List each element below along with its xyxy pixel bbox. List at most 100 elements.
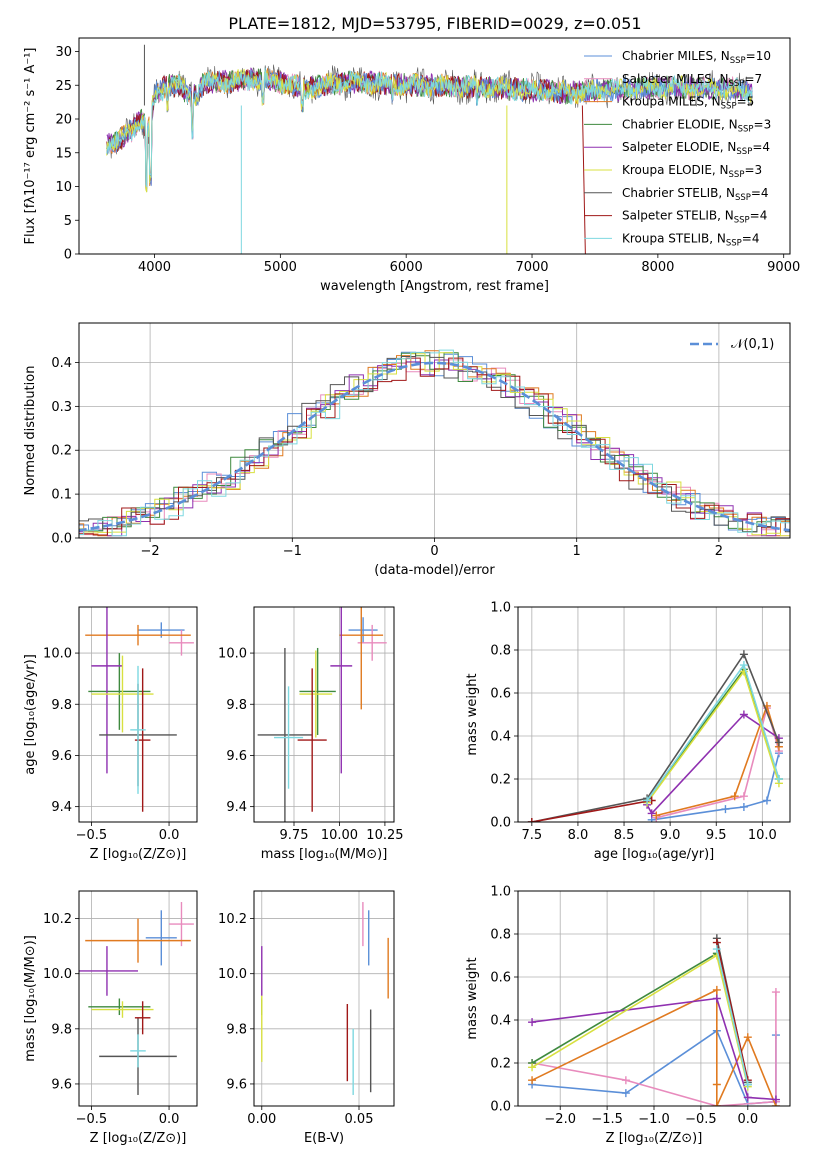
weight_vs_Z-xtick-label-1: −1.5 [591,1112,623,1127]
age_vs_mass-xtick-label-1: 10.00 [321,828,358,843]
weight_vs_age-marker-chabrier_stelib-3 [774,738,783,747]
age_vs_Z-xtick-label-1: 0.0 [159,828,180,843]
age_vs_mass-xtick-label-0: 9.75 [280,828,309,843]
weight_vs_Z-marker-kroupa_miles-4 [743,1033,752,1042]
residuals-xtick-label-2: 0 [430,544,438,559]
weight_vs_Z-marker-kroupa_miles-3 [712,1102,721,1106]
weight_vs_Z-ytick-label-2: 0.4 [490,1014,511,1029]
residuals-ytick-label-3: 0.3 [51,400,72,415]
mass_vs_ebv-xtick-label-1: 0.05 [345,1112,374,1127]
mass_vs_Z-ytick-label-0: 9.6 [51,1077,72,1092]
mass_vs_Z-ylabel: mass [log₁₀(M/M⊙)] [23,935,38,1062]
spectrum-ytick-label-0: 0 [64,248,72,263]
spectrum-ytick-label-1: 5 [64,214,72,229]
age_vs_Z-plot-area [79,607,197,822]
age_vs_Z-xtick-label-0: −0.5 [76,828,108,843]
weight_vs_age-marker-salpeter_elodie-1 [647,809,656,818]
spectrum-xtick-label-3: 7000 [515,260,548,275]
weight_vs_age-ytick-label-4: 0.8 [490,644,511,659]
weight_vs_age-ytick-label-2: 0.4 [490,730,511,745]
weight_vs_Z-marker-chabrier_miles-1 [621,1089,630,1098]
residual-gaussian-reference [79,361,790,532]
legend-label-kroupa_stelib: Kroupa STELIB, NSSP=4 [622,231,760,248]
weight_vs_age-marker-kroupa_stelib-2 [774,775,783,783]
weight_vs_Z-ytick-label-4: 0.8 [490,928,511,943]
weight_vs_Z-xtick-label-2: −1.0 [638,1112,670,1127]
spectrum-ytick-label-6: 30 [55,45,72,60]
spectrum-xlabel: wavelength [Angstrom, rest frame] [320,279,549,294]
spectrum-frame [78,37,791,255]
weight_vs_Z-marker-kroupa_miles-0 [528,1076,537,1085]
weight_vs_Z-ytick-label-3: 0.6 [490,971,511,986]
weight_vs_Z-marker-kroupa_elodie-0 [528,1063,537,1072]
weight_vs_age-marker-chabrier_stelib-2 [739,650,748,659]
weight_vs_Z-marker-salpeter_elodie-3 [771,1095,780,1104]
age_vs_Z-ytick-label-3: 10.0 [43,647,72,662]
weight_vs_age-marker-chabrier_miles-3 [762,796,771,805]
spectrum-line-kroupa_stelib [106,67,753,188]
legend-label-kroupa_elodie: Kroupa ELODIE, NSSP=3 [622,163,762,180]
weight_vs_Z-line-salpeter_miles [531,992,777,1106]
mass_vs_Z-frame [78,890,198,1107]
age_vs_Z-ytick-label-1: 9.6 [51,749,72,764]
weight_vs_Z-xtick-label-4: 0.0 [737,1112,758,1127]
age_vs_Z-frame [78,606,198,823]
residuals-ytick-label-1: 0.1 [51,488,72,503]
weight_vs_Z-line-salpeter_stelib [716,942,749,1081]
residuals-xlabel: (data-model)/error [374,563,495,578]
weight_vs_Z-marker-salpeter_miles-4 [771,988,780,997]
spectrum-spike-3 [581,105,586,254]
weight_vs_age-marker-kroupa_miles-1 [730,792,739,801]
spectrum-ytick-label-5: 25 [55,79,72,94]
weight_vs_Z-marker-kroupa_miles-2 [712,1080,721,1089]
age_vs_mass-frame [253,606,395,823]
age_vs_mass-plot-area [254,607,394,822]
legend-label-chabrier_elodie: Chabrier ELODIE, NSSP=3 [622,117,771,134]
weight_vs_age-xlabel: age [log₁₀(age/yr)] [594,847,715,862]
legend-label-salpeter_elodie: Salpeter ELODIE, NSSP=4 [622,140,770,157]
legend-label-salpeter_miles: Salpeter MILES, NSSP=7 [622,72,762,89]
mass_vs_Z-xtick-label-0: −0.5 [76,1112,108,1127]
weight_vs_Z-marker-kroupa_miles-1 [712,985,721,994]
weight_vs_Z-line-kroupa_miles [531,989,777,1106]
weight_vs_Z-xtick-label-0: −2.0 [544,1112,576,1127]
weight_vs_Z-ytick-label-1: 0.2 [490,1057,511,1072]
weight_vs_Z-ylabel: mass weight [465,957,480,1039]
weight_vs_age-line-chabrier_stelib [531,653,780,822]
weight_vs_age-marker-kroupa_miles-0 [652,811,661,820]
mass_vs_Z-ytick-label-1: 9.8 [51,1022,72,1037]
legend-label-chabrier_stelib: Chabrier STELIB, NSSP=4 [622,186,769,203]
age_vs_Z-ylabel: age [log₁₀(age/yr)] [23,654,38,775]
weight_vs_Z-line-salpeter_elodie [531,997,776,1101]
spectrum-line-chabrier_miles [106,69,753,187]
spectrum-xtick-label-1: 5000 [264,260,297,275]
spectrum-plot-area [106,44,753,254]
weight_vs_age-marker-chabrier_miles-1 [721,805,730,814]
residual-hist-salpeter_stelib [79,357,790,537]
weight_vs_age-xtick-label-4: 9.5 [706,828,727,843]
age_vs_Z-ytick-label-2: 9.8 [51,698,72,713]
weight_vs_age-line-salpeter_stelib [531,799,652,822]
mass_vs_ebv-ytick-label-0: 9.6 [226,1077,247,1092]
mass_vs_ebv-xtick-label-0: 0.00 [247,1112,276,1127]
residuals-xtick-label-1: −1 [283,544,302,559]
weight_vs_age-ytick-label-5: 1.0 [490,601,511,616]
mass_vs_Z-xlabel: Z [log₁₀(Z/Z⊙)] [90,1131,187,1146]
age_vs_Z-ytick-label-0: 9.4 [51,800,72,815]
spectrum-xtick-label-2: 6000 [390,260,423,275]
weight_vs_age-xtick-label-1: 8.0 [568,828,589,843]
age_vs_mass-ytick-label-2: 9.8 [226,698,247,713]
residuals-ytick-label-2: 0.2 [51,444,72,459]
legend-label-salpeter_stelib: Salpeter STELIB, NSSP=4 [622,209,767,226]
weight_vs_age-marker-salpeter_stelib-0 [527,818,536,822]
weight_vs_age-plot-area [518,607,790,822]
spectrum-ytick-label-2: 10 [55,180,72,195]
weight_vs_Z-ytick-label-0: 0.0 [490,1100,511,1115]
mass_vs_ebv-ytick-label-2: 10.0 [218,967,247,982]
figure-title: PLATE=1812, MJD=53795, FIBERID=0029, z=0… [228,14,641,33]
mass_vs_Z-ytick-label-3: 10.2 [43,912,72,927]
weight_vs_age-marker-salpeter_miles-1 [739,792,748,801]
mass_vs_ebv-plot-area [254,891,394,1106]
weight_vs_age-xtick-label-2: 8.5 [614,828,635,843]
